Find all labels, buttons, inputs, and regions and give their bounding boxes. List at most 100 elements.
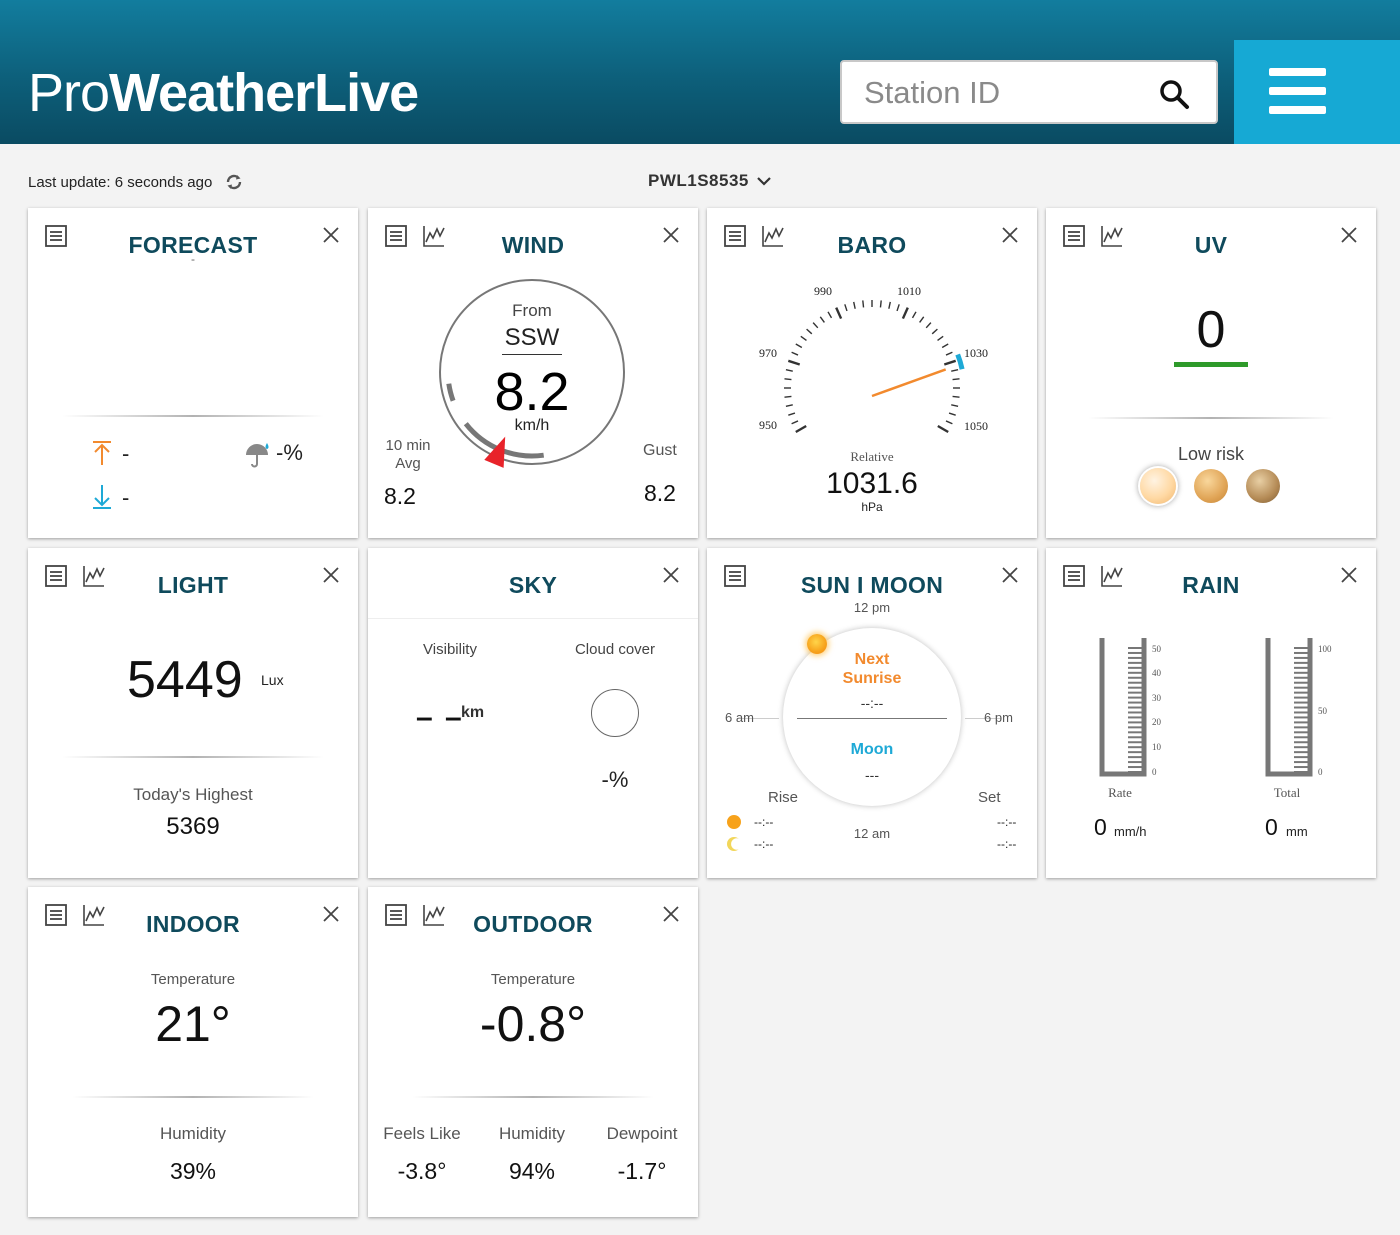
baro-tick [951,369,959,372]
baro-tick [785,404,793,407]
feels-like-value: -3.8° [397,1158,447,1184]
wind-from-label: From [512,301,552,320]
station-search [840,60,1218,124]
cloud-cover-indicator [591,689,639,737]
baro-tick [945,351,953,356]
card-title: UV [1194,232,1228,258]
rain-card: RAIN 50 40 30 20 10 0 100 50 0 Rate 0 mm… [1046,548,1376,878]
forecast-low: - [122,485,130,510]
baro-tick [788,412,796,416]
sun-moon-card: SUN I MOON 12 pm Next Sunrise --:-- Moon… [707,548,1037,878]
light-unit: Lux [261,672,284,688]
rain-rate-tick-label: 30 [1152,693,1162,703]
baro-tick [784,378,792,381]
baro-tick [948,412,956,416]
baro-tick [919,316,925,323]
sky-card: SKY Visibility – – km Cloud cover -% [368,548,698,878]
uv-card: UV 0 Low risk [1046,208,1376,538]
baro-tick [819,316,825,323]
last-update-text: Last update: 6 seconds ago [28,173,213,191]
baro-tick [862,300,865,308]
wind-avg-label: 10 min [385,437,431,454]
rain-total-label: Total [1273,785,1301,800]
next-event-time: --:-- [860,695,884,711]
refresh-icon[interactable] [224,172,244,192]
baro-tick [791,420,799,425]
wind-direction: SSW [502,324,562,355]
evening-label: 6 pm [984,710,1013,725]
noon-label: 12 pm [853,600,891,615]
baro-gauge-ticks [784,300,960,434]
outdoor-temp-value: -0.8° [479,996,587,1052]
baro-tick [888,301,891,309]
rain-rate-ticks [1128,647,1142,773]
baro-tick [785,369,793,372]
indoor-humidity-label: Humidity [159,1124,227,1143]
uv-index-value: 0 [1196,301,1226,359]
hamburger-menu-button[interactable] [1234,40,1400,144]
baro-tick [945,420,953,425]
rain-total-value: 0 [1265,814,1278,840]
baro-tick [941,343,949,349]
baro-tick [901,307,909,320]
midnight-label: 12 am [853,826,891,841]
station-id-input[interactable] [864,72,1154,114]
rain-total-gauge: 100 50 0 [1265,638,1332,777]
logo[interactable]: ProWeatherLive [28,63,419,123]
station-id-label: PWL1S8535 [648,171,749,190]
menu-line-icon [1269,68,1326,76]
indoor-temp-label: Temperature [150,971,236,988]
card-title: SKY [508,572,558,598]
baro-tick [925,322,932,329]
rain-rate-tick-label: 40 [1152,668,1162,678]
sun-moon-dial [783,628,961,806]
set-label: Set [978,789,1001,806]
divider [1088,417,1334,419]
sun-position-icon [807,634,827,654]
rain-total-tick-label: 0 [1318,767,1323,777]
baro-tick [937,335,944,341]
card-title: FORECAST [128,232,258,258]
rain-rate-label: Rate [1108,785,1132,800]
divider [62,756,324,758]
baro-tick [951,404,959,407]
divider [412,1096,654,1098]
forecast-subtitle: - [191,252,195,266]
wind-compass [439,279,625,468]
baro-tick-label: 970 [759,346,777,360]
baro-tick [784,395,792,398]
wind-range-arc [446,383,456,402]
uv-risk-label: Low risk [1177,444,1244,464]
skin-tone-dark-icon [1246,469,1280,503]
last-update-bar: Last update: 6 seconds ago [28,172,244,192]
rain-rate-tick-label: 50 [1152,644,1162,654]
baro-tick [791,351,799,356]
baro-tick [931,328,938,335]
outdoor-humidity-value: 94% [508,1158,556,1184]
moon-value: --- [865,767,879,783]
umbrella-icon [246,443,269,468]
search-icon[interactable] [1158,78,1190,110]
baro-unit: hPa [861,500,883,514]
arrow-up-icon [93,441,111,465]
baro-tick [937,424,949,434]
station-selector[interactable]: PWL1S8535 [648,171,771,191]
divider [62,415,324,417]
wind-direction-pointer [484,436,506,468]
baro-tick [952,378,960,381]
uv-level-bar [1174,362,1248,367]
skin-tone-medium-icon [1194,469,1228,503]
rain-rate-tick-label: 10 [1152,742,1162,752]
card-title: OUTDOOR [473,911,593,937]
baro-tick-label: 950 [759,418,777,432]
baro-tick [911,311,917,319]
rain-total-ticks [1294,647,1308,773]
baro-tick-label: 990 [814,284,832,298]
wind-gust-value: 8.2 [644,480,676,506]
sun-icon [727,815,741,829]
baro-card: BARO 950 970 990 1010 1030 1050 Relative… [707,208,1037,538]
baro-tick [827,311,833,319]
rain-rate-tick-label: 20 [1152,717,1162,727]
baro-tick [812,322,819,329]
dewpoint-label: Dewpoint [606,1124,678,1143]
